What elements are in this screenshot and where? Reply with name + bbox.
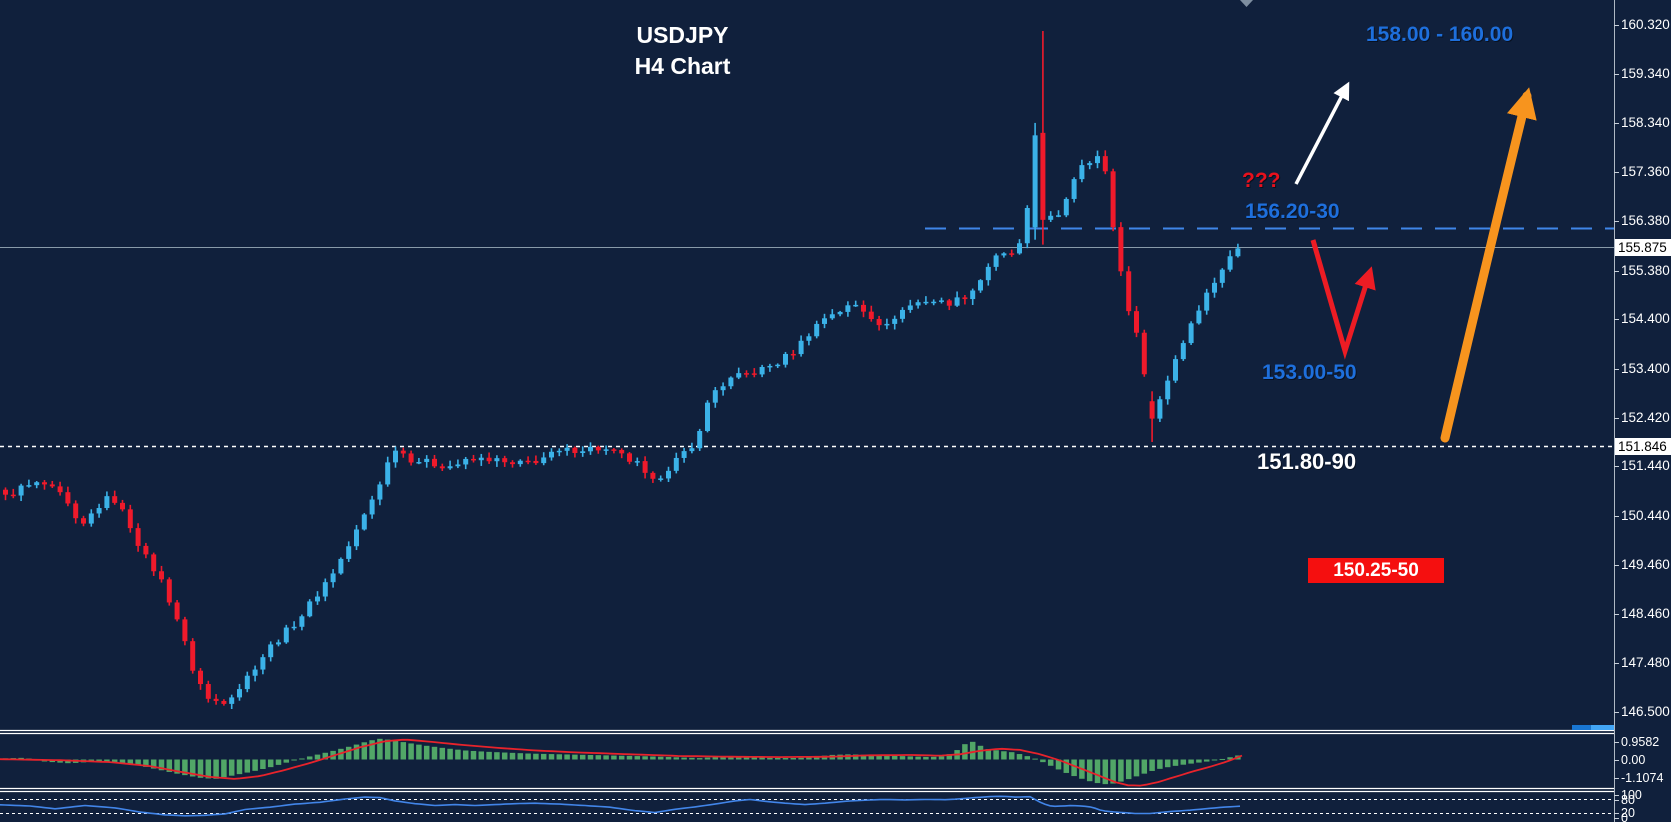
indicator-axis-tick-label: 0 xyxy=(1614,811,1628,822)
price-axis-tick-label: 160.320 xyxy=(1614,17,1670,32)
chart-title: USDJPY H4 Chart xyxy=(575,20,790,82)
indicator-axis-tick-label: 0.9582 xyxy=(1613,734,1660,749)
horizontal-scrollbar-thumb[interactable] xyxy=(1572,725,1591,730)
stochastic-indicator-pane xyxy=(0,795,1614,817)
horizontal-scrollbar-thumb[interactable] xyxy=(1590,725,1614,730)
price-axis-tick-label: 154.400 xyxy=(1614,311,1670,327)
indicator-axis-tick-label: 80 xyxy=(1614,792,1635,807)
price-axis-tick-label: 152.420 xyxy=(1614,409,1670,425)
price-axis-tick-label: 153.400 xyxy=(1614,360,1670,376)
chart-symbol: USDJPY xyxy=(636,22,729,48)
current-price-label: 155.875 xyxy=(1615,238,1671,256)
price-axis-tick-label: 147.480 xyxy=(1614,655,1670,671)
annotation-pullback-zone: 153.00-50 xyxy=(1262,361,1357,384)
pane-separators-and-axis xyxy=(0,0,1615,822)
chart-markers xyxy=(1240,0,1614,730)
chart-shift-marker-icon xyxy=(1240,0,1253,7)
price-axis-tick-label: 150.440 xyxy=(1614,508,1670,524)
candlesticks xyxy=(3,30,1241,710)
indicator-axis-tick-label: 100 xyxy=(1614,787,1642,802)
annotation-resistance-zone: 156.20-30 xyxy=(1245,200,1340,223)
macd-indicator-pane xyxy=(0,738,1243,787)
annotation-support-zone: 151.80-90 xyxy=(1257,449,1357,474)
indicator-axis-tick-label: 0.00 xyxy=(1613,752,1646,767)
indicator-axis-tick-label: 20 xyxy=(1614,805,1635,820)
price-axis-tick-label: 149.460 xyxy=(1614,556,1670,572)
price-axis-tick-label: 148.460 xyxy=(1614,606,1670,622)
price-axis-tick-label: 159.340 xyxy=(1614,65,1670,81)
drawn-arrows xyxy=(1294,81,1537,443)
price-axis-tick-label: 155.380 xyxy=(1614,262,1670,278)
price-axis-tick-label: 157.360 xyxy=(1614,164,1670,180)
annotation-target-range: 158.00 - 160.00 xyxy=(1366,23,1514,46)
price-axis-tick-label: 151.440 xyxy=(1614,458,1670,474)
horizontal-levels xyxy=(0,227,1614,448)
price-axis-tick-label: 156.380 xyxy=(1614,212,1670,228)
annotation-deep-support-label: 150.25-50 xyxy=(1308,558,1444,583)
support-price-label: 151.846 xyxy=(1615,437,1671,455)
price-axis-tick-label: 146.500 xyxy=(1614,703,1670,719)
chart-timeframe: H4 Chart xyxy=(634,53,731,79)
indicator-axis-tick-label: -1.1074 xyxy=(1613,770,1664,785)
price-axis-tick-label: 158.340 xyxy=(1614,115,1670,131)
annotation-question-marks: ??? xyxy=(1242,169,1281,192)
